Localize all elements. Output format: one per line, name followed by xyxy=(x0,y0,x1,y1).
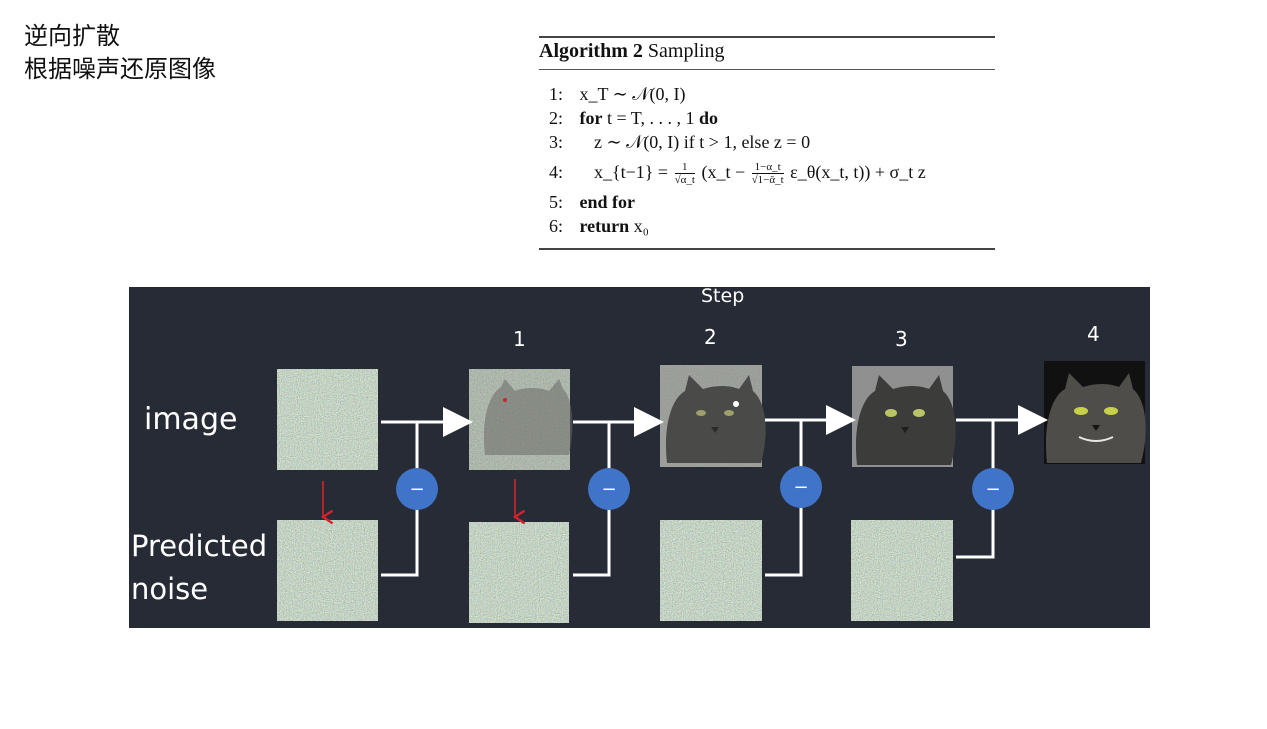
algorithm-title: Sampling xyxy=(647,40,725,62)
algorithm-mid-rule xyxy=(539,69,995,70)
slide-title: 逆向扩散 根据噪声还原图像 xyxy=(24,20,216,86)
line-number: 3: xyxy=(549,132,564,152)
line-4-mid: (x_t − xyxy=(701,162,746,182)
algorithm-line-5: 5: end for xyxy=(549,190,926,214)
keyword-do: do xyxy=(698,108,718,128)
algorithm-line-1: 1: x_T ∼ 𝒩(0, I) xyxy=(549,82,926,106)
subtract-operator-1: − xyxy=(396,468,438,510)
image-step-0 xyxy=(277,369,378,470)
fraction-2-denominator: √1−ᾱ_t xyxy=(751,174,784,187)
step-label-3: 3 xyxy=(895,327,908,351)
keyword-return: return xyxy=(579,216,630,236)
subtract-symbol: − xyxy=(793,477,808,498)
reverse-diffusion-diagram: − − − − Step 1 2 3 4 image Predicted noi… xyxy=(129,285,1150,628)
line-1-text: x_T ∼ 𝒩(0, I) xyxy=(579,84,686,104)
line-number: 2: xyxy=(549,108,564,128)
algorithm-heading: Algorithm 2 Sampling xyxy=(539,40,725,63)
slide-title-line-1: 逆向扩散 xyxy=(24,22,120,50)
connector-4 xyxy=(956,420,995,559)
fraction-1-numerator: 1 xyxy=(674,161,695,175)
step-label-4: 4 xyxy=(1087,322,1100,346)
fraction-2: 1−α_t √1−ᾱ_t xyxy=(751,161,784,187)
fraction-2-numerator: 1−α_t xyxy=(751,161,784,175)
algorithm-box: Algorithm 2 Sampling 1: x_T ∼ 𝒩(0, I) 2:… xyxy=(539,36,995,250)
step-header: Step xyxy=(701,285,745,307)
line-4-rhs: ε_θ(x_t, t)) + σ_t z xyxy=(790,162,926,182)
line-number: 5: xyxy=(549,192,564,212)
line-number: 4: xyxy=(549,162,564,182)
image-step-3 xyxy=(852,366,956,467)
algorithm-bottom-rule xyxy=(539,248,995,250)
fraction-1: 1 √α_t xyxy=(674,161,695,187)
line-number: 1: xyxy=(549,84,564,104)
image-step-1 xyxy=(469,369,573,470)
row-label-noise: noise xyxy=(131,572,209,606)
subtract-operator-4: − xyxy=(972,468,1014,510)
algorithm-line-3: 3: z ∼ 𝒩(0, I) if t > 1, else z = 0 xyxy=(549,130,926,154)
keyword-end-for: end for xyxy=(579,192,636,212)
line-number: 6: xyxy=(549,216,564,236)
algorithm-line-2: 2: for t = T, . . . , 1 do xyxy=(549,106,926,130)
algorithm-line-4: 4: x_{t−1} = 1 √α_t (x_t − 1−α_t √1−ᾱ_t … xyxy=(549,154,926,190)
algorithm-top-rule xyxy=(539,36,995,38)
line-4-lhs: x_{t−1} = xyxy=(594,162,669,182)
step-label-2: 2 xyxy=(704,325,717,349)
subtract-symbol: − xyxy=(601,479,616,500)
predicted-noise-1 xyxy=(277,520,378,621)
predicted-noise-3 xyxy=(660,520,762,621)
algorithm-lines: 1: x_T ∼ 𝒩(0, I) 2: for t = T, . . . , 1… xyxy=(549,82,926,238)
slide-title-line-2: 根据噪声还原图像 xyxy=(24,55,216,83)
keyword-for: for xyxy=(579,108,603,128)
subtract-operator-3: − xyxy=(780,466,822,508)
image-step-2 xyxy=(660,365,766,467)
subtract-symbol: − xyxy=(985,479,1000,500)
row-label-image: image xyxy=(144,402,238,437)
predicted-noise-2 xyxy=(469,522,569,623)
line-2-text: t = T, . . . , 1 xyxy=(606,108,695,128)
algorithm-line-6: 6: return x₀ xyxy=(549,214,926,238)
line-3-text: z ∼ 𝒩(0, I) if t > 1, else z = 0 xyxy=(594,132,811,152)
diagram-canvas: − − − − xyxy=(277,361,1146,623)
subtract-symbol: − xyxy=(409,479,424,500)
image-step-4 xyxy=(1044,361,1146,464)
row-label-predicted: Predicted xyxy=(131,529,268,563)
line-6-text: x₀ xyxy=(633,216,649,236)
predicted-noise-4 xyxy=(851,520,953,621)
algorithm-name: Algorithm 2 xyxy=(539,40,643,62)
fraction-1-denominator: √α_t xyxy=(674,174,695,187)
step-label-1: 1 xyxy=(513,327,526,351)
subtract-operator-2: − xyxy=(588,468,630,510)
